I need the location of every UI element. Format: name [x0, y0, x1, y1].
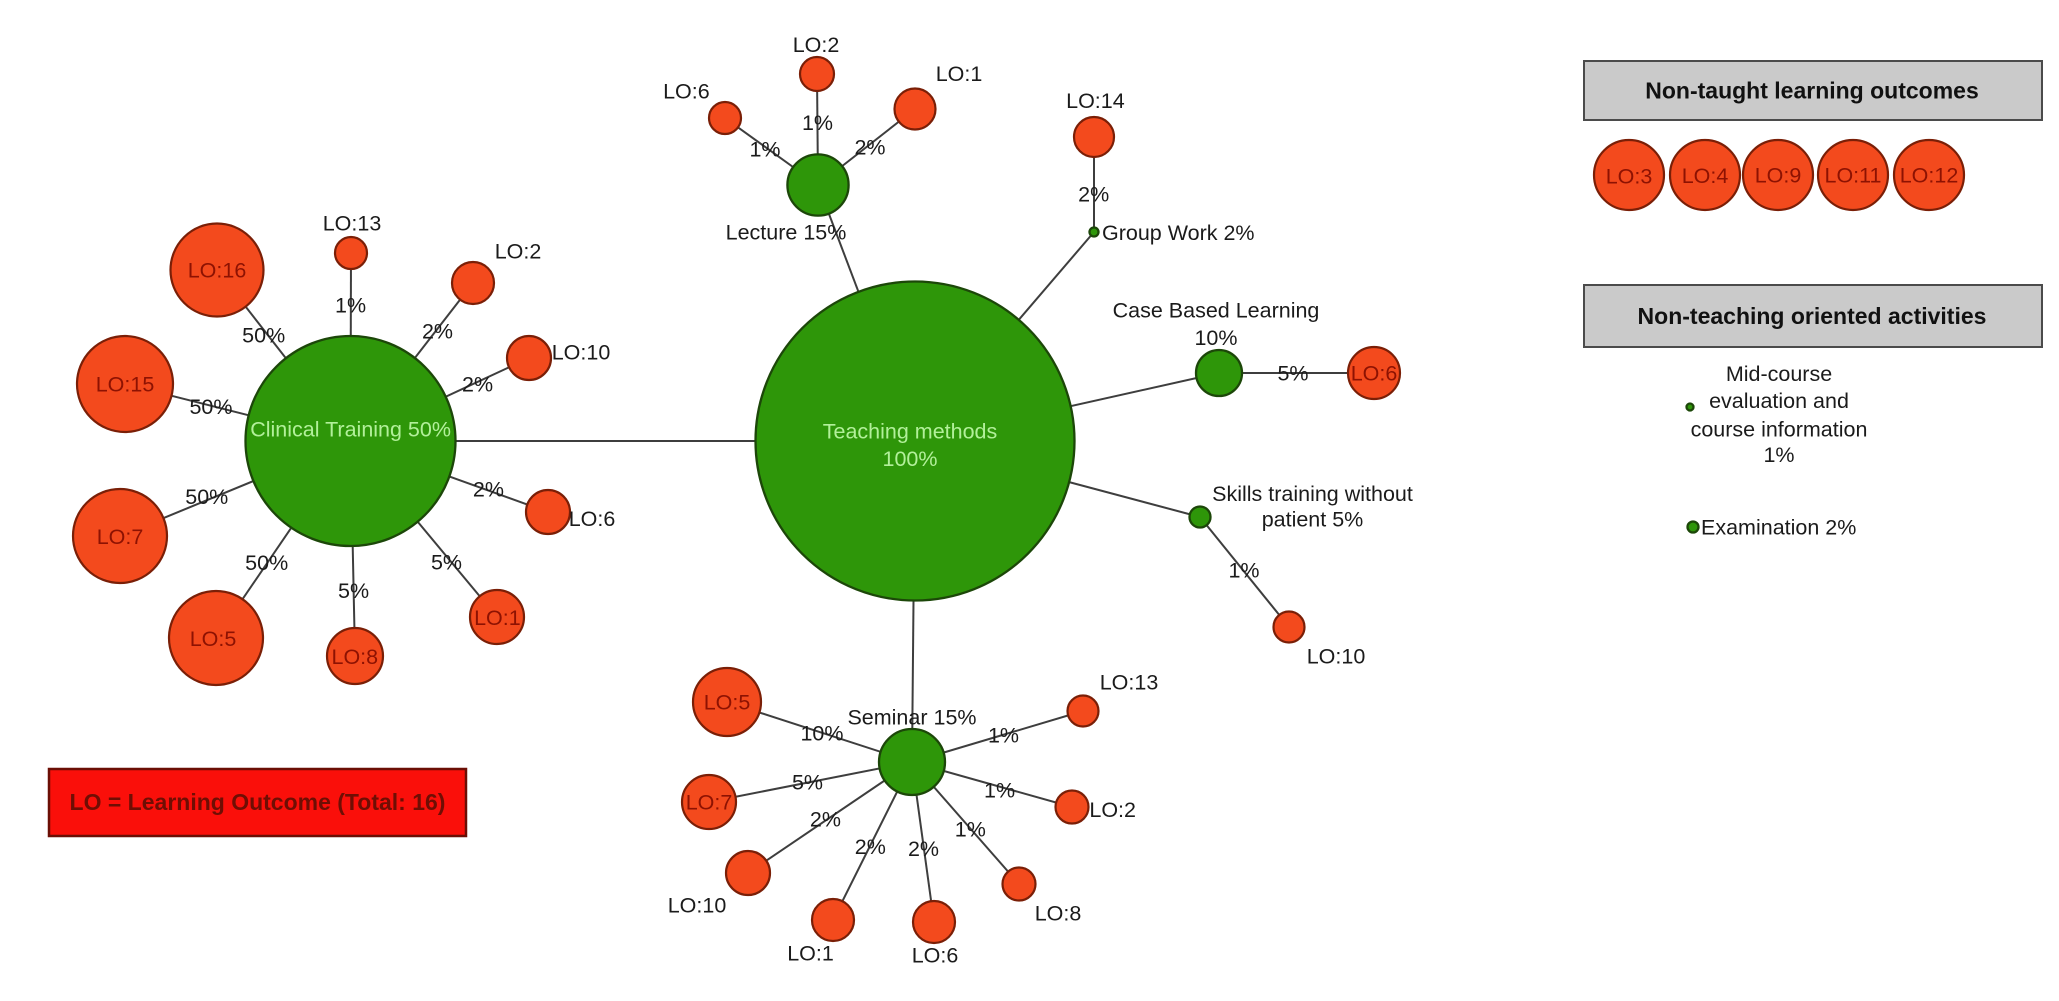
svg-text:Skills training without: Skills training without — [1212, 482, 1413, 506]
svg-text:Clinical Training 50%: Clinical Training 50% — [250, 417, 451, 441]
svg-text:LO:5: LO:5 — [704, 691, 751, 715]
svg-text:50%: 50% — [189, 395, 232, 419]
svg-text:LO:6: LO:6 — [569, 507, 616, 531]
svg-text:1%: 1% — [335, 293, 366, 317]
svg-text:LO:11: LO:11 — [1825, 164, 1882, 188]
svg-text:2%: 2% — [855, 835, 886, 859]
svg-text:10%: 10% — [800, 722, 843, 746]
svg-text:LO:10: LO:10 — [1307, 645, 1366, 669]
svg-text:1%: 1% — [955, 817, 986, 841]
svg-text:LO:1: LO:1 — [787, 942, 834, 966]
svg-text:50%: 50% — [245, 551, 288, 575]
svg-text:LO:7: LO:7 — [686, 791, 733, 815]
svg-text:1%: 1% — [749, 137, 780, 161]
svg-text:LO:10: LO:10 — [552, 341, 611, 365]
svg-text:LO = Learning Outcome (Total:: LO = Learning Outcome (Total: 16) — [70, 789, 446, 815]
svg-text:5%: 5% — [1277, 362, 1308, 386]
svg-text:50%: 50% — [185, 485, 228, 509]
svg-text:LO:5: LO:5 — [190, 627, 237, 651]
svg-text:LO:6: LO:6 — [1351, 362, 1398, 386]
svg-text:LO:1: LO:1 — [936, 62, 983, 86]
svg-text:LO:2: LO:2 — [1089, 798, 1136, 822]
svg-text:LO:16: LO:16 — [188, 259, 247, 283]
svg-text:1%: 1% — [1763, 443, 1794, 467]
svg-text:Seminar 15%: Seminar 15% — [847, 706, 976, 730]
svg-text:2%: 2% — [854, 136, 885, 160]
svg-text:5%: 5% — [792, 770, 823, 794]
svg-text:Mid-course: Mid-course — [1726, 362, 1832, 386]
svg-text:Non-taught learning outcomes: Non-taught learning outcomes — [1645, 78, 1979, 104]
svg-text:2%: 2% — [422, 320, 453, 344]
svg-text:LO:8: LO:8 — [331, 645, 378, 669]
svg-text:LO:3: LO:3 — [1606, 165, 1653, 189]
svg-text:5%: 5% — [431, 550, 462, 574]
svg-text:1%: 1% — [988, 724, 1019, 748]
svg-text:Teaching methods: Teaching methods — [823, 420, 998, 444]
svg-text:LO:2: LO:2 — [793, 33, 840, 57]
svg-text:Case Based Learning: Case Based Learning — [1113, 299, 1320, 323]
svg-text:1%: 1% — [1228, 559, 1259, 583]
svg-text:LO:6: LO:6 — [912, 944, 959, 968]
svg-text:1%: 1% — [984, 779, 1015, 803]
svg-text:2%: 2% — [462, 372, 493, 396]
svg-text:Group Work 2%: Group Work 2% — [1102, 221, 1255, 245]
svg-text:5%: 5% — [338, 579, 369, 603]
svg-text:LO:8: LO:8 — [1035, 902, 1082, 926]
svg-text:Examination 2%: Examination 2% — [1701, 516, 1856, 540]
svg-text:LO:1: LO:1 — [474, 606, 521, 630]
svg-text:10%: 10% — [1194, 326, 1237, 350]
svg-text:2%: 2% — [473, 477, 504, 501]
svg-text:Lecture 15%: Lecture 15% — [726, 221, 847, 245]
svg-text:LO:15: LO:15 — [96, 373, 155, 397]
svg-text:Non-teaching oriented activiti: Non-teaching oriented activities — [1638, 303, 1987, 329]
svg-text:LO:13: LO:13 — [1100, 671, 1159, 695]
svg-text:LO:6: LO:6 — [663, 80, 710, 104]
svg-text:LO:12: LO:12 — [1900, 164, 1959, 188]
svg-text:2%: 2% — [908, 837, 939, 861]
svg-text:2%: 2% — [810, 808, 841, 832]
svg-text:LO:10: LO:10 — [668, 894, 727, 918]
svg-text:LO:4: LO:4 — [1682, 164, 1729, 188]
svg-text:LO:7: LO:7 — [97, 525, 144, 549]
svg-text:patient 5%: patient 5% — [1262, 507, 1364, 531]
svg-text:LO:14: LO:14 — [1066, 89, 1125, 113]
svg-text:course information: course information — [1691, 417, 1868, 441]
svg-text:1%: 1% — [802, 111, 833, 135]
svg-text:100%: 100% — [883, 447, 938, 471]
svg-text:evaluation and: evaluation and — [1709, 389, 1849, 413]
svg-text:LO:2: LO:2 — [495, 240, 542, 264]
svg-text:LO:9: LO:9 — [1755, 164, 1802, 188]
svg-text:LO:13: LO:13 — [323, 212, 382, 236]
svg-text:2%: 2% — [1078, 183, 1109, 207]
svg-text:50%: 50% — [242, 323, 285, 347]
